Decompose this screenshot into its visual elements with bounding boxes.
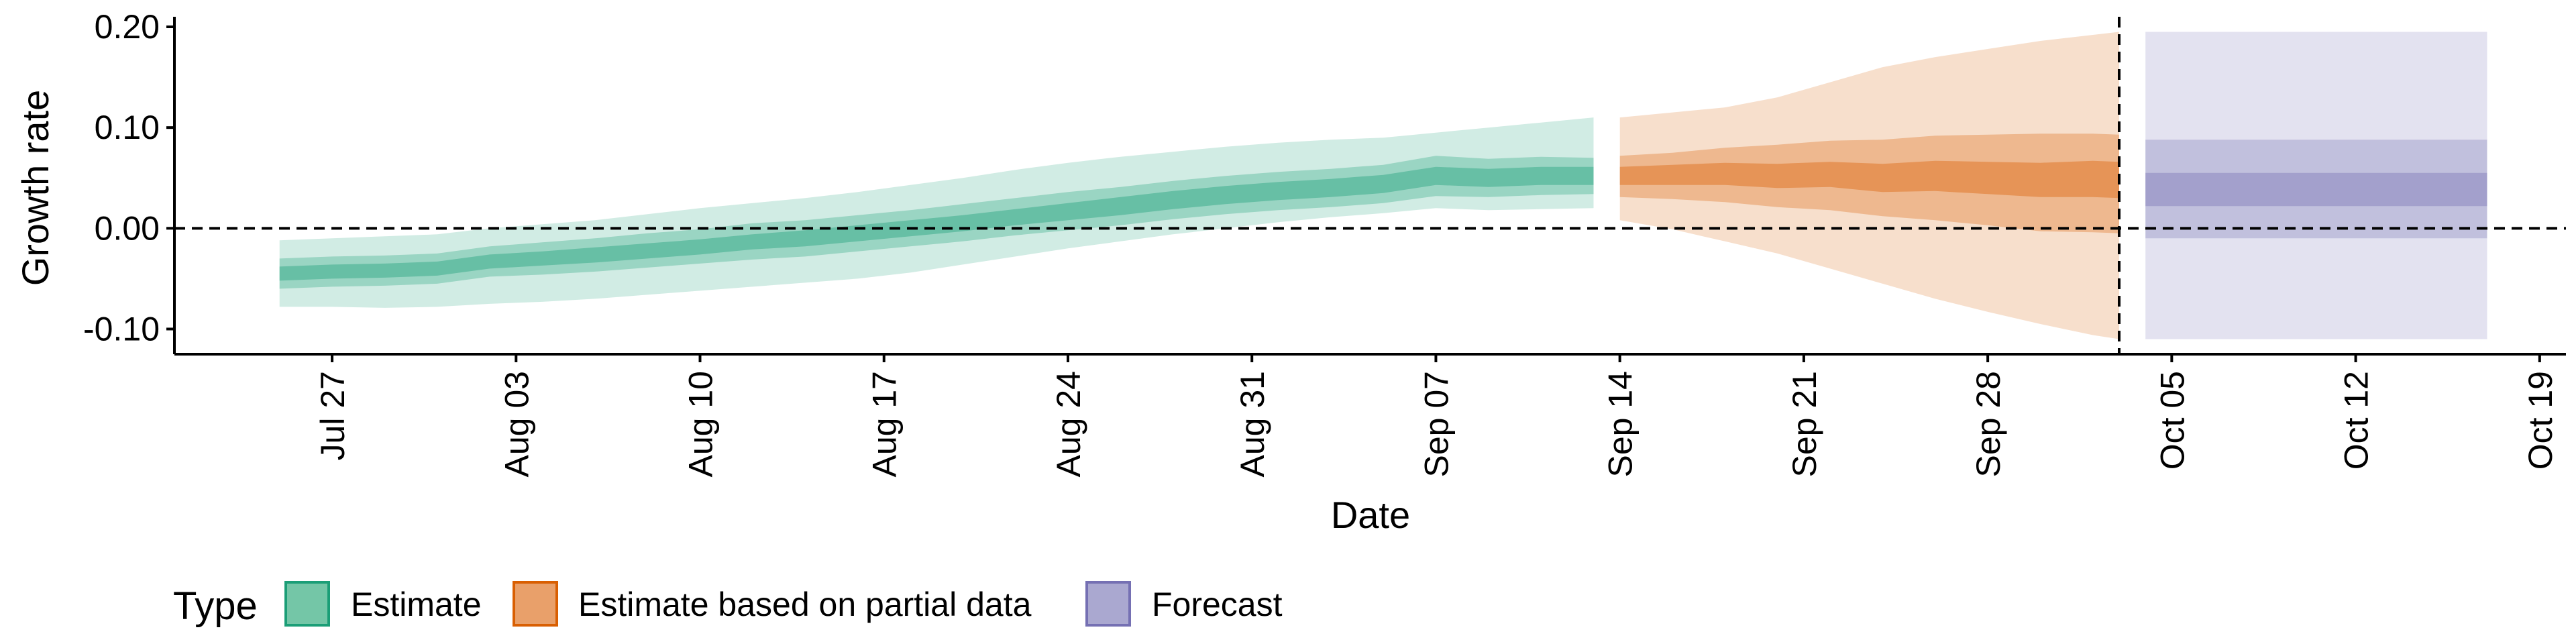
y-axis-title: Growth rate	[14, 90, 56, 286]
axes-layer: -0.10 0.00 0.10 0.20 Jul 27 Aug 03 Aug 10 Aug 1…	[83, 8, 2566, 477]
x-tick-label: Aug 10	[682, 371, 720, 477]
x-tick-label: Sep 07	[1417, 371, 1455, 477]
x-axis-title: Date	[1331, 494, 1410, 536]
legend-label-1: Estimate based on partial data	[578, 586, 1032, 623]
estimate-based-on-partial-data-inner-band	[1619, 160, 2119, 199]
x-tick-label: Aug 03	[498, 371, 535, 477]
estimate-based-on-partial-data-outer-band	[1619, 32, 2119, 339]
x-tick-label: Sep 21	[1786, 371, 1823, 477]
legend-title: Type	[173, 584, 258, 628]
y-tick-label: 0.10	[95, 109, 160, 146]
y-tick-label: 0.00	[95, 209, 160, 247]
x-tick-label: Oct 12	[2338, 371, 2375, 470]
forecast-outer-band	[2145, 32, 2487, 339]
x-tick-label: Oct 19	[2522, 371, 2559, 470]
ribbons-layer	[279, 32, 2487, 339]
x-tick-label: Jul 27	[314, 371, 352, 460]
estimate-middle-band	[279, 156, 1594, 289]
estimate-based-on-partial-data-middle-band	[1619, 133, 2119, 233]
legend-key-1	[513, 581, 558, 627]
forecast-inner-band	[2145, 172, 2487, 207]
x-tick-label: Sep 28	[1970, 371, 2007, 477]
x-tick-label: Sep 14	[1602, 371, 1640, 477]
reference-lines-layer	[174, 17, 2566, 354]
legend-key-0	[284, 581, 330, 627]
legend-label-0: Estimate	[351, 586, 482, 623]
x-tick-label: Oct 05	[2153, 371, 2191, 470]
estimate-outer-band	[279, 117, 1594, 308]
legend: Type Estimate Estimate based on partial d…	[173, 581, 1283, 628]
legend-label-2: Forecast	[1152, 586, 1283, 623]
x-tick-label: Aug 24	[1050, 371, 1087, 477]
x-tick-label: Aug 31	[1234, 371, 1271, 477]
y-tick-label: 0.20	[95, 8, 160, 46]
forecast-middle-band	[2145, 140, 2487, 239]
legend-key-2	[1085, 581, 1131, 627]
y-tick-label: -0.10	[83, 310, 160, 347]
x-tick-label: Aug 17	[866, 371, 904, 477]
estimate-inner-band	[279, 166, 1594, 281]
